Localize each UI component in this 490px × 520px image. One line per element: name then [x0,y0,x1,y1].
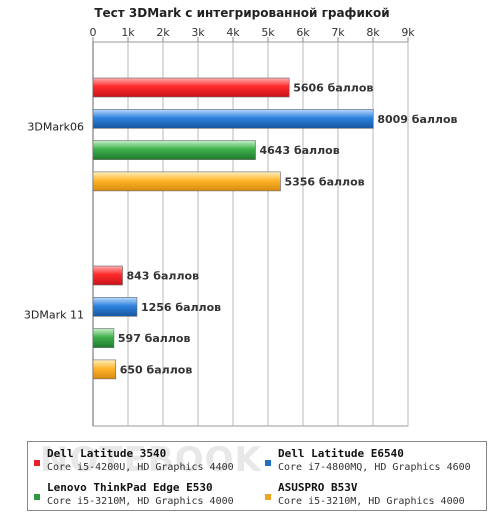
legend-series-spec: Core i7-4800MQ, HD Graphics 4600 [278,462,471,473]
bar [92,77,290,98]
x-tick-label: 6k [296,26,310,39]
x-tick-label: 1k [121,26,135,39]
category-label: 3DMark 11 [24,308,84,321]
x-tick-label: 3k [191,26,205,39]
chart-area: Тест 3DMark с интегрированной графикой 0… [24,6,458,427]
category-label: 3DMark06 [27,120,84,133]
bar [92,265,123,286]
chart-legend: Dell Latitude 3540 Core i5-4200U, HD Gra… [27,441,487,511]
bar-chart: Тест 3DMark с интегрированной графикой 0… [24,6,458,427]
bar [92,109,374,129]
bar-value-label: 597 баллов [118,332,191,345]
x-tick-label: 0 [90,26,97,39]
legend-item-asuspro-b53v: ASUSPRO B53V Core i5-3210M, HD Graphics … [259,478,484,508]
bar-value-label: 1256 баллов [141,301,221,314]
legend-swatch [265,460,271,466]
bar-value-label: 4643 баллов [260,144,340,157]
bar [92,328,115,348]
bar-value-label: 650 баллов [120,363,193,376]
legend-series-spec: Core i5-4200U, HD Graphics 4400 [47,462,234,473]
x-tick-label: 8k [366,26,380,39]
x-tick-label: 7k [331,26,345,39]
bar [92,171,281,192]
x-tick-label: 2k [156,26,170,39]
x-tick-label: 4k [226,26,240,39]
chart-title: Тест 3DMark с интегрированной графикой [94,6,389,20]
bar [92,140,256,160]
legend-series-name: Lenovo ThinkPad Edge E530 [47,481,213,494]
legend-swatch [34,494,40,500]
bar-value-label: 5606 баллов [293,82,373,95]
legend-item-lenovo-thinkpad-edge-e530: Lenovo ThinkPad Edge E530 Core i5-3210M,… [28,478,253,508]
x-tick-label: 9k [401,26,415,39]
plot-area [92,41,409,427]
legend-series-spec: Core i5-3210M, HD Graphics 4000 [278,496,465,507]
bar-value-label: 843 баллов [127,270,200,283]
bar-value-label: 8009 баллов [377,113,457,126]
legend-swatch [265,494,271,500]
legend-item-dell-latitude-3540: Dell Latitude 3540 Core i5-4200U, HD Gra… [28,444,253,474]
legend-item-dell-latitude-e6540: Dell Latitude E6540 Core i7-4800MQ, HD G… [259,444,484,474]
legend-series-name: Dell Latitude 3540 [47,447,167,460]
legend-series-name: Dell Latitude E6540 [278,447,404,460]
bar [92,296,138,317]
x-tick-label: 5k [261,26,275,39]
legend-series-name: ASUSPRO B53V [278,481,358,494]
legend-swatch [34,460,40,466]
notebookcheck-watermark: NOTEBOOK [40,440,262,480]
legend-series-spec: Core i5-3210M, HD Graphics 4000 [47,496,234,507]
bar-value-label: 5356 баллов [284,175,364,188]
bar [92,359,117,380]
